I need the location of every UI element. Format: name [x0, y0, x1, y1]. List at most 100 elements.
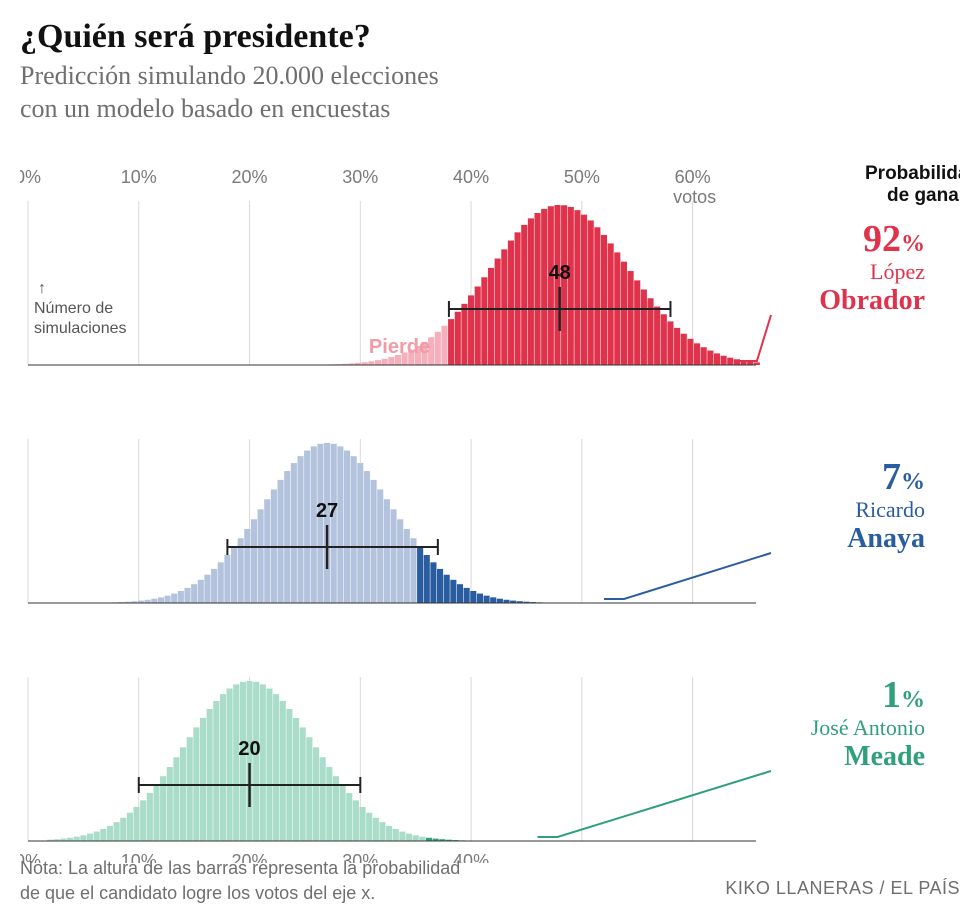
hist-bar — [497, 599, 503, 603]
hist-bar — [246, 681, 252, 841]
panel-meade: 0%10%20%30%40%201%José AntonioMeade — [20, 641, 960, 863]
hist-bar — [727, 358, 733, 365]
hist-bar — [359, 807, 365, 841]
hist-bar — [331, 444, 337, 603]
hist-bar — [379, 822, 385, 841]
hist-bar — [371, 480, 377, 603]
hist-bar — [167, 767, 173, 841]
candidate-last: Meade — [844, 741, 925, 772]
hist-bar — [94, 832, 100, 841]
hist-bar — [464, 588, 470, 603]
hist-bar — [231, 547, 237, 603]
hist-bar — [184, 588, 190, 603]
hist-bar — [386, 826, 392, 841]
hist-bar — [100, 829, 106, 841]
hist-bar — [667, 321, 673, 365]
hist-bar — [286, 709, 292, 841]
callout-line — [604, 553, 771, 599]
hist-bar — [171, 594, 177, 603]
xaxis-tick: 50% — [564, 167, 600, 187]
hist-bar — [340, 785, 346, 841]
yaxis-label: ↑ — [38, 280, 46, 297]
chart-subtitle: Predicción simulando 20.000 elecciones c… — [20, 60, 960, 125]
hist-bar — [488, 268, 494, 365]
hist-bar — [204, 575, 210, 603]
prob-header: de ganar — [887, 185, 960, 206]
panel-obrador: 0%10%20%30%40%50%60%votosProbabilidadde … — [20, 165, 960, 387]
hist-bar — [654, 307, 660, 365]
median-label: 48 — [549, 262, 571, 284]
hist-bar — [508, 241, 514, 365]
candidate-first: López — [870, 259, 925, 284]
hist-bar — [574, 210, 580, 365]
hist-bar — [74, 837, 80, 841]
hist-bar — [674, 328, 680, 365]
hist-bar — [368, 361, 374, 365]
hist-bar — [430, 562, 436, 603]
hist-bar — [134, 807, 140, 841]
hist-bar — [388, 357, 394, 365]
hist-bar — [297, 456, 303, 603]
page: ¿Quién será presidente? Predicción simul… — [0, 0, 980, 917]
hist-bar — [441, 326, 447, 365]
yaxis-label: Número de — [34, 300, 113, 317]
hist-bar — [357, 463, 363, 603]
hist-bar — [200, 718, 206, 841]
hist-bar — [151, 599, 157, 603]
hist-bar — [475, 286, 481, 365]
hist-bar — [399, 832, 405, 841]
hist-bar — [351, 456, 357, 603]
hist-bar — [253, 682, 259, 841]
hist-bar — [317, 444, 323, 603]
hist-bar — [233, 684, 239, 841]
hist-bar — [173, 757, 179, 841]
hist-bar — [273, 694, 279, 841]
xaxis-tick: 0% — [20, 167, 41, 187]
hist-bar — [227, 689, 233, 841]
hist-bar — [681, 334, 687, 365]
hist-bar — [375, 360, 381, 365]
hist-bar — [373, 818, 379, 841]
hist-bar — [251, 519, 257, 603]
hist-bar — [266, 689, 272, 841]
hist-bar — [107, 826, 113, 841]
hist-bar — [224, 555, 230, 603]
hist-bar — [707, 351, 713, 365]
footer: Nota: La altura de las barras representa… — [20, 856, 960, 905]
xaxis-tick: 20% — [232, 167, 268, 187]
panel-anaya: 277%RicardoAnaya — [20, 403, 960, 625]
votos-label: votos — [673, 187, 716, 207]
hist-bar — [444, 575, 450, 603]
median-label: 27 — [316, 500, 338, 522]
hist-bar — [311, 446, 317, 603]
hist-bar — [406, 834, 412, 841]
hist-bar — [634, 280, 640, 365]
hist-bar — [495, 259, 501, 365]
hist-bar — [291, 463, 297, 603]
hist-bar — [450, 580, 456, 603]
callout-line — [737, 315, 771, 361]
hist-bar — [541, 209, 547, 365]
hist-bar — [435, 332, 441, 365]
hist-bar — [353, 800, 359, 841]
hist-bar — [390, 509, 396, 603]
candidate-last: Anaya — [847, 523, 925, 554]
footnote: Nota: La altura de las barras representa… — [20, 856, 540, 905]
hist-bar — [561, 205, 567, 365]
hist-bar — [127, 813, 133, 841]
hist-bar — [264, 499, 270, 603]
hist-bar — [608, 243, 614, 365]
win-prob: 92% — [863, 218, 925, 260]
hist-bar — [461, 304, 467, 365]
hist-bar — [313, 747, 319, 841]
hist-bar — [701, 347, 707, 365]
hist-bar — [521, 225, 527, 365]
hist-bar — [457, 584, 463, 603]
hist-bar — [721, 356, 727, 365]
hist-bar — [424, 555, 430, 603]
hist-bar — [455, 312, 461, 365]
hist-bar — [293, 718, 299, 841]
hist-bar — [147, 793, 153, 841]
hist-bar — [207, 709, 213, 841]
hist-bar — [393, 829, 399, 841]
